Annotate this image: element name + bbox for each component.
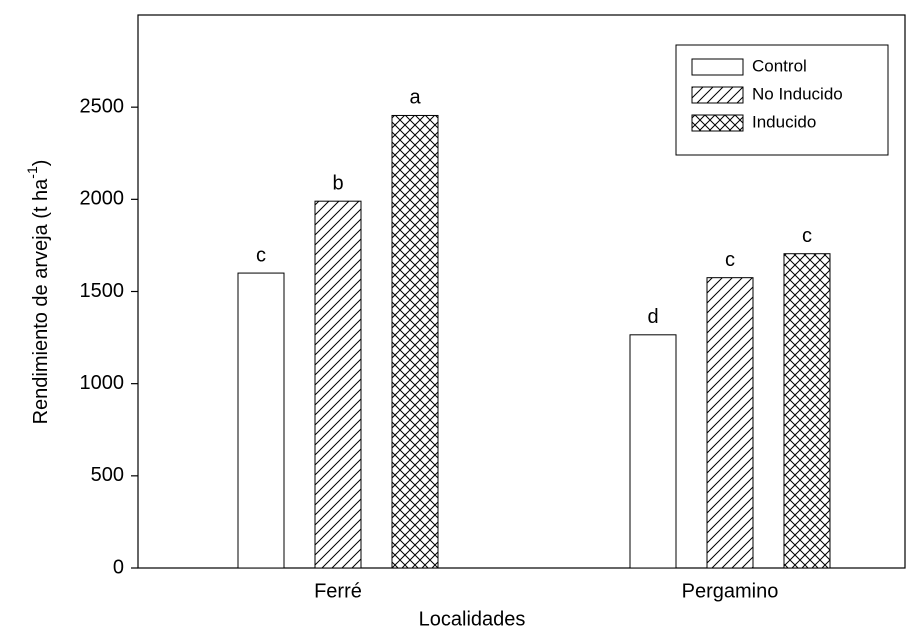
legend-label: Control bbox=[752, 56, 807, 75]
legend-label: Inducido bbox=[752, 112, 816, 131]
significance-letter: d bbox=[647, 306, 658, 328]
legend-swatch bbox=[691, 58, 744, 76]
bar bbox=[629, 334, 677, 569]
significance-letter: b bbox=[332, 172, 343, 194]
legend-label: No Inducido bbox=[752, 84, 843, 103]
x-tick-label: Ferré bbox=[314, 580, 362, 602]
legend-swatch bbox=[691, 114, 744, 132]
y-tick-label: 2500 bbox=[80, 95, 125, 117]
significance-letter: c bbox=[256, 244, 266, 266]
bar bbox=[783, 253, 831, 569]
y-tick-label: 1500 bbox=[80, 280, 125, 302]
bar bbox=[391, 114, 439, 569]
significance-letter: c bbox=[725, 249, 735, 271]
y-tick-label: 2000 bbox=[80, 188, 125, 210]
y-axis-title: Rendimiento de arveja (t ha-1) bbox=[24, 160, 53, 425]
x-axis-title: Localidades bbox=[419, 608, 526, 630]
y-tick-label: 1000 bbox=[80, 372, 125, 394]
significance-letter: a bbox=[409, 87, 421, 109]
bar bbox=[237, 272, 285, 569]
y-tick-label: 0 bbox=[113, 556, 124, 578]
y-axis-title-main: Rendimiento de arveja (t ha bbox=[30, 178, 52, 425]
significance-letter: c bbox=[802, 225, 812, 247]
x-tick-label: Pergamino bbox=[682, 580, 779, 602]
bar bbox=[706, 277, 754, 569]
y-axis-title-sup: -1 bbox=[24, 166, 40, 179]
y-axis-title-end: ) bbox=[30, 160, 52, 167]
bar bbox=[314, 200, 362, 569]
legend-swatch bbox=[691, 86, 744, 104]
y-tick-label: 500 bbox=[91, 464, 124, 486]
